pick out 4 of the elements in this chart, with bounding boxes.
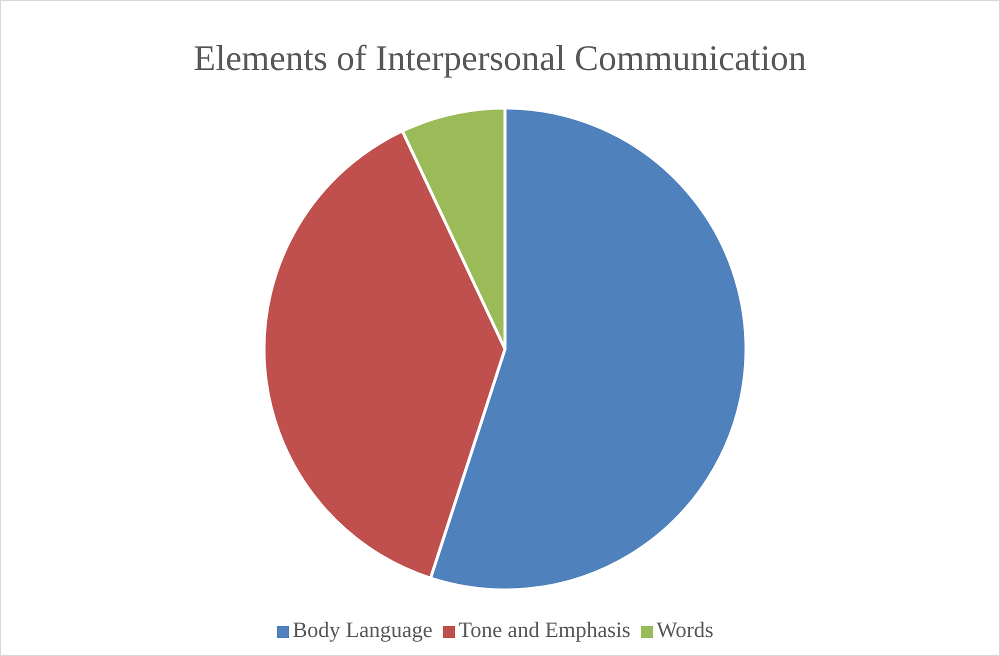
legend-label: Tone and Emphasis bbox=[458, 617, 630, 642]
legend-label: Body Language bbox=[292, 617, 433, 642]
chart-title: Elements of Interpersonal Communication bbox=[192, 37, 808, 79]
legend-label: Words bbox=[656, 617, 714, 642]
